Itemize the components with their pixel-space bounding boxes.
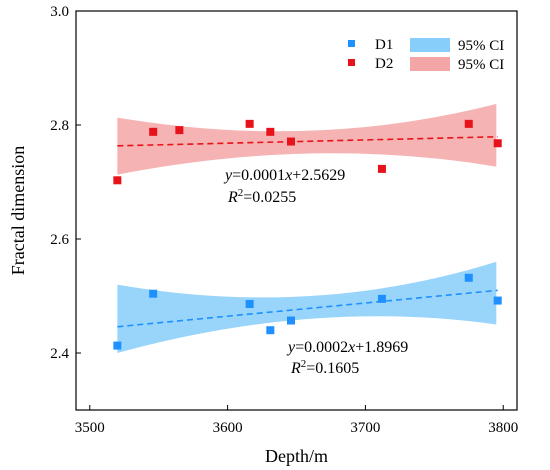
x-tick-label: 3600 xyxy=(213,420,243,436)
legend-d1-marker xyxy=(348,40,355,47)
y-tick-label: 3.0 xyxy=(50,4,69,20)
point-d1 xyxy=(464,273,473,282)
point-d1 xyxy=(113,341,122,350)
ci-band-d1 xyxy=(117,261,497,353)
point-d2 xyxy=(464,119,473,128)
d1-fit-equation: y=0.0002x+1.8969 xyxy=(286,339,408,356)
point-d2 xyxy=(266,127,275,136)
x-tick-label: 3800 xyxy=(488,420,518,436)
point-d2 xyxy=(493,139,502,148)
point-d1 xyxy=(377,294,386,303)
legend-d2-marker xyxy=(348,59,355,66)
x-axis-title: Depth/m xyxy=(265,446,328,466)
point-d2 xyxy=(245,119,254,128)
plot-frame xyxy=(75,10,518,411)
d1-r-squared: R2=0.1605 xyxy=(290,358,359,377)
point-d2 xyxy=(286,137,295,146)
d2-fit-equation: y=0.0001x+2.5629 xyxy=(223,167,345,184)
y-tick-label: 2.6 xyxy=(50,232,69,248)
point-d1 xyxy=(493,296,502,305)
y-axis-title: Fractal dimension xyxy=(8,146,28,275)
d2-r-squared: R2=0.0255 xyxy=(227,187,296,206)
legend: D1 D2 95% CI 95% CI xyxy=(348,37,504,73)
y-tick-label: 2.4 xyxy=(50,346,69,362)
fit-line-d2 xyxy=(117,135,498,147)
point-d1 xyxy=(149,289,158,298)
point-d2 xyxy=(113,176,122,185)
x-tick-label: 3500 xyxy=(75,420,105,436)
legend-ci-d1-label: 95% CI xyxy=(458,38,504,54)
fit-lines-layer xyxy=(117,135,498,328)
x-tick-label: 3700 xyxy=(350,420,380,436)
data-points-layer xyxy=(113,119,502,350)
point-d1 xyxy=(286,316,295,325)
legend-d1-label: D1 xyxy=(375,37,393,53)
legend-ci-d2-swatch xyxy=(410,57,450,71)
point-d1 xyxy=(266,326,275,335)
y-tick-label: 2.8 xyxy=(50,118,69,134)
ci-band-d2 xyxy=(117,103,497,175)
point-d2 xyxy=(149,127,158,136)
ticks-layer: 3500 3600 3700 3800 2.4 2.6 2.8 3.0 xyxy=(50,4,518,436)
point-d2 xyxy=(175,126,184,135)
fit-line-d1 xyxy=(117,289,498,328)
point-d2 xyxy=(377,164,386,173)
legend-ci-d2-label: 95% CI xyxy=(458,57,504,73)
point-d1 xyxy=(245,299,254,308)
legend-d2-label: D2 xyxy=(375,56,393,72)
ci-bands-layer xyxy=(117,103,497,353)
legend-ci-d1-swatch xyxy=(410,38,450,52)
